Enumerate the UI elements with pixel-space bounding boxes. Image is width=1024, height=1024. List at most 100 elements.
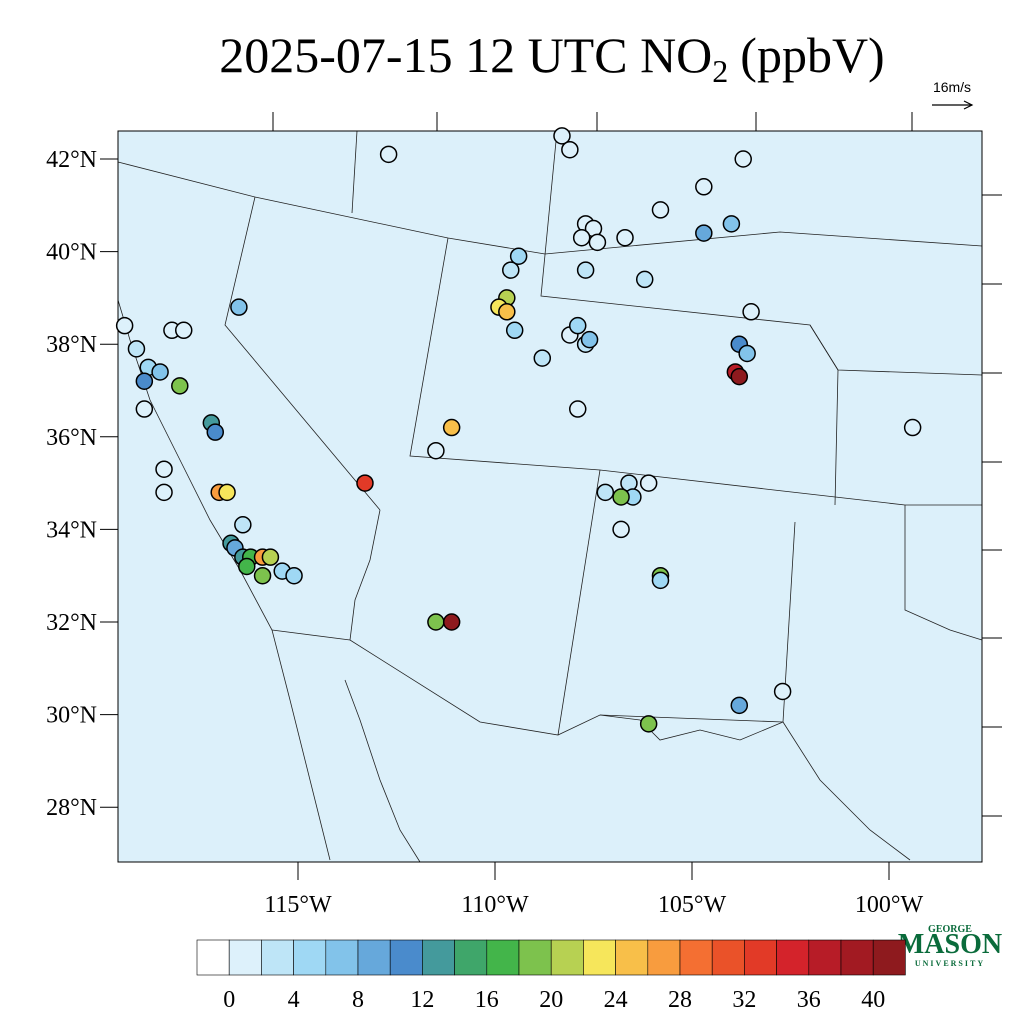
station <box>230 298 248 316</box>
colorbar-box <box>744 939 777 976</box>
colorbar-label: 28 <box>668 987 692 1013</box>
station <box>427 441 445 460</box>
station <box>509 247 528 265</box>
station <box>639 474 658 492</box>
station <box>174 321 193 340</box>
station <box>695 224 713 242</box>
colorbar-label: 36 <box>797 987 821 1013</box>
lat-label: 28°N <box>46 795 97 821</box>
colorbar-box <box>679 939 713 976</box>
colorbar-box <box>615 939 649 976</box>
colorbar-label: 24 <box>604 987 628 1013</box>
station <box>734 150 752 168</box>
logo-bottom: UNIVERSITY <box>915 959 985 968</box>
colorbar-box <box>293 939 327 976</box>
station <box>234 516 252 534</box>
map-background <box>118 131 982 862</box>
title: 2025-07-15 12 UTC NO2 (ppbV) <box>219 27 884 89</box>
station <box>612 520 630 539</box>
colorbar-label: 12 <box>410 987 434 1013</box>
station <box>742 303 760 321</box>
colorbar-box <box>325 939 359 976</box>
colorbar-box <box>776 939 810 976</box>
colorbar-label: 8 <box>352 987 364 1013</box>
colorbar-box <box>422 939 455 976</box>
lon-label: 110°W <box>461 892 529 918</box>
colorbar-box <box>228 939 262 976</box>
station <box>695 178 713 196</box>
colorbar-label: 16 <box>475 987 499 1013</box>
lat-label: 30°N <box>46 703 97 729</box>
station <box>612 488 630 506</box>
station <box>238 557 256 576</box>
station <box>498 303 516 321</box>
station <box>171 377 189 395</box>
map-frame <box>117 130 983 863</box>
station <box>379 145 398 164</box>
station <box>651 201 670 219</box>
colorbar-box <box>808 939 842 976</box>
station <box>155 483 173 502</box>
station <box>206 423 225 441</box>
station <box>730 696 749 715</box>
colorbar-label: 4 <box>288 987 300 1013</box>
station <box>253 566 272 585</box>
station <box>261 548 280 566</box>
colorbar-box <box>711 939 745 976</box>
logo: GEORGE MASON UNIVERSITY <box>898 924 1002 968</box>
station <box>773 682 792 701</box>
station <box>568 316 587 335</box>
station <box>151 363 169 381</box>
lat-label: 38°N <box>46 332 97 358</box>
lon-label: 100°W <box>855 892 924 918</box>
station <box>505 321 524 340</box>
station <box>580 330 599 349</box>
lat-label: 34°N <box>46 517 97 543</box>
station <box>561 140 579 159</box>
wind-reference-label: 16m/s <box>933 79 971 95</box>
colorbar-label: 0 <box>223 987 235 1013</box>
station <box>596 483 615 502</box>
colorbar-box <box>261 939 294 976</box>
title-suffix: (ppbV) <box>740 27 884 83</box>
station <box>572 228 591 247</box>
lon-label: 115°W <box>264 892 332 918</box>
station <box>738 344 756 363</box>
title-main: 2025-07-15 12 UTC NO <box>219 27 712 83</box>
lon-label: 105°W <box>658 892 727 918</box>
colorbar-label: 20 <box>539 987 563 1013</box>
station <box>442 613 461 631</box>
title-subscript: 2 <box>712 53 728 89</box>
colorbar-box <box>647 939 681 976</box>
station <box>722 215 741 233</box>
station <box>553 127 571 145</box>
lat-label: 42°N <box>46 147 97 173</box>
station <box>135 400 154 418</box>
colorbar-box <box>389 939 423 976</box>
colorbar-box <box>518 939 552 976</box>
station <box>285 566 303 585</box>
frame-ticks <box>272 112 1002 817</box>
station <box>903 418 922 437</box>
station <box>442 418 461 437</box>
station <box>155 460 173 478</box>
lat-label: 32°N <box>46 610 97 636</box>
station <box>115 316 134 335</box>
station <box>576 261 595 279</box>
station <box>730 367 749 386</box>
station <box>533 349 552 367</box>
station <box>588 233 607 252</box>
station <box>502 261 520 279</box>
colorbar-box <box>486 939 520 976</box>
station <box>651 571 670 590</box>
station <box>639 715 658 733</box>
station <box>568 400 587 418</box>
station <box>356 474 374 492</box>
colorbar-box <box>872 939 906 976</box>
logo-top: GEORGE <box>928 924 972 935</box>
station <box>427 613 445 631</box>
colorbar-box <box>454 939 488 976</box>
colorbar-box <box>196 939 230 976</box>
station <box>635 270 654 289</box>
